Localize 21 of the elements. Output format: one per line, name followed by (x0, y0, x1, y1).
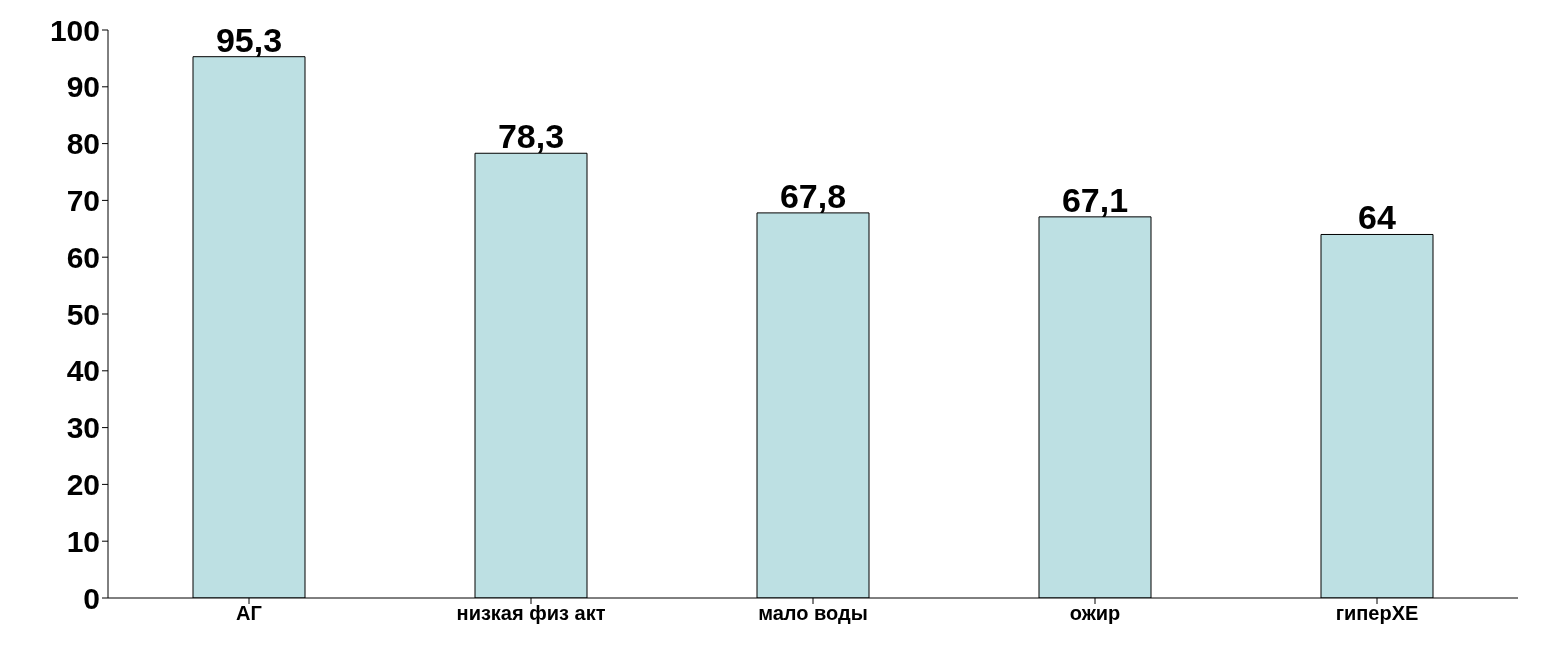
y-tick-label: 90 (66, 70, 100, 104)
y-tick-label: 50 (66, 297, 100, 331)
y-tick-label: 20 (66, 468, 100, 502)
data-label: 67,8 (779, 176, 847, 215)
x-tick-label: гиперХЕ (1335, 602, 1419, 625)
y-tick-label: 70 (66, 184, 100, 218)
y-tick-label: 30 (66, 411, 100, 445)
data-label: 78,3 (497, 117, 565, 156)
y-tick-label: 10 (66, 524, 100, 558)
x-tick-label: низкая физ акт (456, 602, 606, 625)
x-tick-label: АГ (236, 602, 262, 625)
x-tick-label: ожир (1069, 602, 1121, 625)
data-label: 67,1 (1061, 180, 1129, 219)
y-tick-label: 80 (66, 127, 100, 161)
data-label: 64 (1358, 198, 1396, 237)
y-tick-label: 0 (83, 581, 100, 615)
data-label: 95,3 (215, 20, 283, 59)
y-tick-label: 60 (66, 240, 100, 274)
x-tick-label: мало воды (758, 602, 868, 625)
y-tick-label: 100 (49, 13, 100, 47)
y-tick-label: 40 (66, 354, 100, 388)
